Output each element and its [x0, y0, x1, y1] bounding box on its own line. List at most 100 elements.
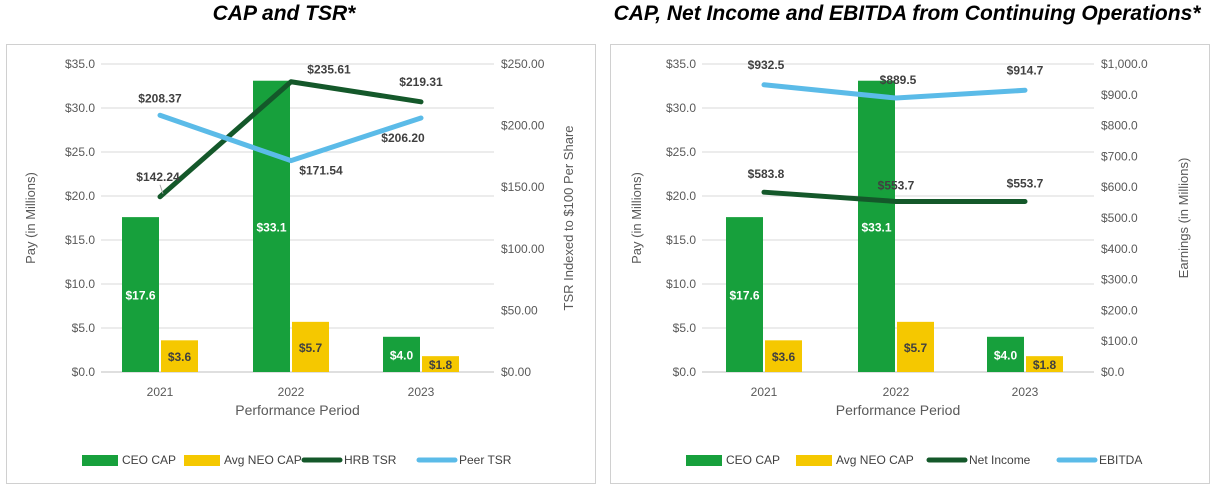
line-series-ebitda: [761, 82, 1028, 101]
line-data-label: $914.7: [1007, 63, 1044, 77]
y-tick-left-label: $30.0: [65, 101, 95, 115]
y-axis-left-title: Pay (in Millions): [23, 172, 38, 264]
y-tick-left-label: $20.0: [666, 189, 696, 203]
chart-panel-cap-net-income-ebitda: $0.0 $5.0 $10.0 $15.0 $20.0 $25.0 $30.0 $35.0 $0…: [610, 44, 1210, 484]
y-tick-left-label: $15.0: [65, 233, 95, 247]
legend-swatch-avg-neo-cap: [184, 455, 220, 466]
y-tick-right-label: $800.0: [1101, 119, 1138, 133]
bar-ceo-cap: [383, 336, 420, 372]
line-data-label: $583.8: [748, 167, 785, 181]
bar-data-label: $5.7: [299, 341, 323, 355]
bar-avg-neo-cap: [765, 340, 802, 372]
bar-ceo-cap: [253, 80, 290, 372]
chart-title-cap-tsr: CAP and TSR*: [212, 2, 356, 25]
bar-avg-neo-cap: [422, 356, 459, 372]
x-tick-label: 2022: [278, 385, 305, 399]
line-data-label: $235.61: [307, 63, 351, 77]
line-data-label: $206.20: [381, 131, 425, 145]
legend-label-avg-neo-cap: Avg NEO CAP: [224, 453, 302, 467]
y-tick-right-label: $100.00: [501, 242, 545, 256]
y-tick-right-label: $900.0: [1101, 88, 1138, 102]
legend-swatch-ceo-cap: [82, 455, 118, 466]
y-tick-left-label: $20.0: [65, 189, 95, 203]
y-tick-right-label: $400.0: [1101, 242, 1138, 256]
legend-label-peer-tsr: Peer TSR: [459, 453, 512, 467]
bar-avg-neo-cap: [1026, 356, 1063, 372]
bar-data-label: $4.0: [390, 348, 414, 362]
line-data-label: $889.5: [880, 73, 917, 87]
line-data-label: $219.31: [399, 75, 443, 89]
y-tick-left-label: $0.0: [72, 365, 96, 379]
bar-data-label: $3.6: [168, 350, 192, 364]
y-tick-right-label: $250.00: [501, 57, 545, 71]
line-series-peer-tsr: [157, 112, 424, 164]
bar-avg-neo-cap: [897, 321, 934, 372]
y-tick-left-label: $25.0: [666, 145, 696, 159]
bar-avg-neo-cap: [161, 340, 198, 372]
chart-panel-cap-tsr: $0.0 $5.0 $10.0 $15.0 $20.0 $25.0 $30.0 $35.0 $0…: [6, 44, 596, 484]
bar-data-label: $33.1: [861, 220, 891, 234]
y-tick-right-label: $50.00: [501, 303, 538, 317]
y-tick-right-label: $200.00: [501, 119, 545, 133]
legend-label-ceo-cap: CEO CAP: [726, 453, 780, 467]
bar-data-label: $4.0: [994, 348, 1018, 362]
y-tick-right-label: $100.0: [1101, 334, 1138, 348]
line-data-label: $553.7: [1007, 176, 1044, 190]
x-tick-label: 2023: [408, 385, 435, 399]
chart-svg-cap-net-income-ebitda: $0.0 $5.0 $10.0 $15.0 $20.0 $25.0 $30.0 $35.0 $0…: [629, 57, 1191, 467]
line-data-label: $171.54: [299, 164, 343, 178]
y-tick-right-label: $1,000.0: [1101, 57, 1148, 71]
bar-data-label: $17.6: [729, 289, 759, 303]
x-axis-title: Performance Period: [836, 402, 961, 418]
y-tick-left-label: $10.0: [666, 277, 696, 291]
y-axis-left-title: Pay (in Millions): [629, 172, 644, 264]
y-tick-right-label: $0.00: [501, 365, 531, 379]
y-tick-left-label: $25.0: [65, 145, 95, 159]
line-data-label: $208.37: [138, 91, 182, 105]
y-tick-left-label: $10.0: [65, 277, 95, 291]
y-tick-left-label: $0.0: [673, 365, 697, 379]
y-tick-right-label: $600.0: [1101, 180, 1138, 194]
bar-data-label: $3.6: [772, 350, 796, 364]
y-tick-left-label: $30.0: [666, 101, 696, 115]
bar-avg-neo-cap: [292, 321, 329, 372]
line-data-label: $142.24: [136, 170, 180, 184]
y-tick-right-label: $0.0: [1101, 365, 1125, 379]
x-tick-label: 2021: [147, 385, 174, 399]
bar-data-label: $5.7: [904, 341, 928, 355]
bar-ceo-cap: [858, 80, 895, 372]
legend-label-ebitda: EBITDA: [1099, 453, 1142, 467]
line-series-net-income: [761, 189, 1028, 204]
y-tick-left-label: $35.0: [666, 57, 696, 71]
data-label-leader: [159, 184, 164, 194]
line-data-label: $553.7: [878, 178, 915, 192]
chart-title-cap-net-income-ebitda: CAP, Net Income and EBITDA from Continui…: [613, 2, 1201, 25]
y-tick-right-label: $700.0: [1101, 149, 1138, 163]
legend-swatch-avg-neo-cap: [796, 455, 832, 466]
y-tick-left-label: $35.0: [65, 57, 95, 71]
legend-label-ceo-cap: CEO CAP: [122, 453, 176, 467]
y-tick-right-label: $300.0: [1101, 273, 1138, 287]
bar-data-label: $33.1: [256, 220, 286, 234]
x-tick-label: 2021: [751, 385, 778, 399]
line-series-hrb-tsr: [157, 79, 424, 200]
x-tick-label: 2022: [883, 385, 910, 399]
line-data-label: $932.5: [748, 58, 785, 72]
x-tick-label: 2023: [1012, 385, 1039, 399]
legend-label-net-income: Net Income: [969, 453, 1031, 467]
y-tick-left-label: $5.0: [673, 321, 697, 335]
y-tick-right-label: $150.00: [501, 180, 545, 194]
y-axis-right-title: Earnings (in Millions): [1176, 158, 1191, 279]
bar-data-label: $1.8: [1033, 358, 1057, 372]
y-tick-left-label: $15.0: [666, 233, 696, 247]
legend-label-avg-neo-cap: Avg NEO CAP: [836, 453, 914, 467]
legend-swatch-ceo-cap: [686, 455, 722, 466]
bar-ceo-cap: [122, 217, 159, 372]
chart-svg-cap-tsr: $0.0 $5.0 $10.0 $15.0 $20.0 $25.0 $30.0 $35.0 $0…: [23, 57, 576, 467]
legend-label-hrb-tsr: HRB TSR: [344, 453, 397, 467]
bar-data-label: $1.8: [429, 358, 453, 372]
y-tick-left-label: $5.0: [72, 321, 96, 335]
y-tick-right-label: $500.0: [1101, 211, 1138, 225]
x-axis-title: Performance Period: [235, 402, 360, 418]
y-tick-right-label: $200.0: [1101, 303, 1138, 317]
